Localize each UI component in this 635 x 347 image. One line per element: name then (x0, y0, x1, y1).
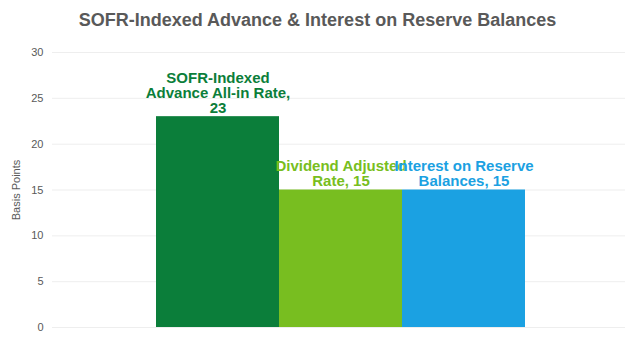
svg-text:15: 15 (31, 184, 43, 196)
svg-text:Dividend AdjustedRate, 15: Dividend AdjustedRate, 15 (275, 157, 406, 189)
svg-text:5: 5 (37, 275, 43, 287)
svg-text:10: 10 (31, 229, 43, 241)
html-text:SOFR-Indexed Advance & Interes: SOFR-Indexed Advance & Interest on Reser… (78, 10, 557, 30)
svg-text:Interest on ReserveBalances, 1: Interest on ReserveBalances, 15 (394, 157, 533, 189)
svg-text:25: 25 (31, 92, 43, 104)
svg-text:Basis Points: Basis Points (10, 159, 22, 220)
svg-text:20: 20 (31, 138, 43, 150)
svg-text:30: 30 (31, 46, 43, 58)
svg-text:SOFR-IndexedAdvance All-in Rat: SOFR-IndexedAdvance All-in Rate,23 (146, 69, 290, 116)
svg-text:0: 0 (37, 321, 43, 333)
